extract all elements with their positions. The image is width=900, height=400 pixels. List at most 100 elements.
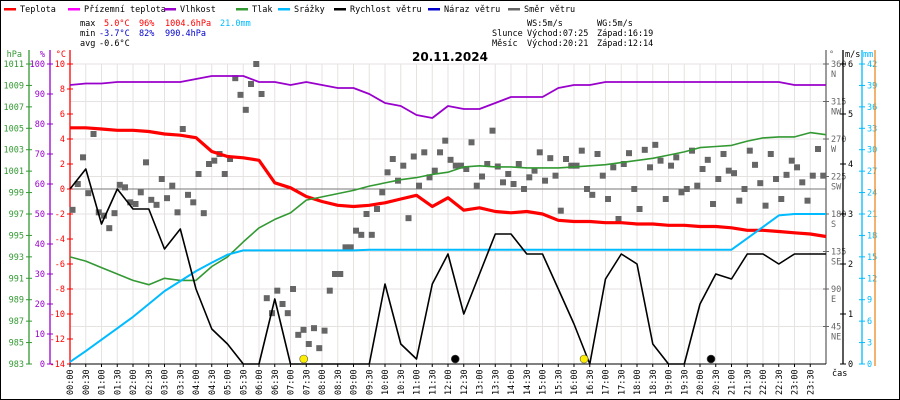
- x-tick-label: 08:00: [318, 369, 328, 395]
- wind-direction-point: [500, 179, 507, 186]
- x-tick-label: 13:30: [491, 369, 501, 395]
- legend-swatch: [334, 8, 346, 11]
- min-temp: -3.7°C: [99, 29, 130, 39]
- wind-direction-point: [783, 171, 790, 178]
- wind-direction-point: [305, 341, 312, 347]
- x-tick-label: 06:30: [271, 369, 281, 395]
- rain-tick-label: 0: [867, 360, 872, 370]
- wind-direction-point: [421, 149, 428, 156]
- wind-direction-point: [731, 170, 738, 177]
- x-tick-label: 16:00: [570, 369, 580, 395]
- temperature-tick-label: -6: [55, 260, 65, 270]
- x-tick-label: 07:30: [302, 369, 312, 395]
- x-tick-label: 00:30: [82, 369, 92, 395]
- x-tick-label: 02:00: [129, 369, 139, 395]
- x-tick-label: 05:30: [239, 369, 249, 395]
- pressure-tick-label: 1005: [4, 124, 24, 134]
- wind-direction-point: [704, 156, 711, 163]
- wind-direction-point: [599, 172, 606, 179]
- rain-tick-label: 12: [867, 274, 877, 284]
- direction-tick-label: 180: [831, 210, 846, 220]
- x-tick-label: 04:00: [192, 369, 202, 395]
- pressure-tick-label: 989: [9, 296, 24, 306]
- wind-direction-point: [69, 206, 76, 213]
- wind-direction-point: [631, 186, 638, 192]
- rain-tick-label: 18: [867, 231, 877, 241]
- wind-direction-point: [799, 179, 806, 186]
- wind-direction-point: [762, 202, 769, 209]
- wind-direction-point: [678, 189, 685, 196]
- humidity-tick-label: 50: [35, 210, 45, 220]
- wind-direction-point: [311, 325, 318, 332]
- wind-direction-point: [557, 207, 564, 214]
- legend-label: Srážky: [294, 5, 325, 15]
- x-tick-label: 21:30: [743, 369, 753, 395]
- wind-direction-point: [458, 162, 465, 169]
- wind-direction-point: [542, 177, 549, 184]
- humidity-tick-label: 70: [35, 150, 45, 160]
- wind-direction-point: [116, 181, 123, 188]
- direction-compass-label: W: [831, 145, 837, 155]
- wind-direction-point: [521, 186, 528, 192]
- x-tick-label: 01:30: [113, 369, 123, 395]
- rain-tick-label: 42: [867, 60, 877, 70]
- x-tick-label: 17:00: [602, 369, 612, 395]
- wind-direction-point: [778, 196, 785, 202]
- pressure-tick-label: 993: [9, 253, 24, 263]
- direction-compass-label: E: [831, 295, 836, 305]
- chart-title: 20.11.2024: [412, 50, 488, 64]
- wind-direction-point: [636, 206, 643, 212]
- wind-direction-point: [253, 61, 260, 67]
- wind-direction-point: [820, 172, 827, 179]
- pressure-tick-label: 1009: [4, 81, 24, 91]
- wind-direction-point: [662, 196, 669, 202]
- avg-label: avg: [80, 39, 95, 49]
- wind-direction-point: [773, 176, 780, 182]
- temperature-tick-label: -12: [50, 335, 65, 345]
- wind-direction-point: [290, 286, 297, 292]
- wind-direction-point: [164, 195, 171, 202]
- legend-swatch: [428, 8, 440, 11]
- humidity-tick-label: 40: [35, 240, 45, 250]
- wind-direction-point: [263, 295, 270, 302]
- temperature-tick-label: 2: [60, 160, 65, 170]
- moonrise-time: Východ:20:21: [527, 39, 588, 49]
- pressure-tick-label: 987: [9, 317, 24, 327]
- wind-direction-point: [552, 172, 559, 179]
- humidity-tick-label: 60: [35, 180, 45, 190]
- wind-direction-point: [657, 157, 664, 164]
- wind-direction-point: [321, 327, 328, 334]
- wind-direction-point: [736, 197, 743, 204]
- rain-tick-label: 6: [867, 317, 872, 327]
- wind-axis-unit: m/s: [845, 50, 860, 60]
- wind-gust-summary: WG:5m/s: [597, 19, 633, 29]
- temperature-tick-label: -10: [50, 310, 65, 320]
- temperature-tick-label: 8: [60, 85, 65, 95]
- wind-direction-point: [300, 326, 307, 333]
- x-tick-label: 20:00: [696, 369, 706, 395]
- x-tick-label: 18:30: [649, 369, 659, 395]
- sunset-time: Západ:16:19: [597, 29, 653, 39]
- x-tick-label: 21:00: [728, 369, 738, 395]
- humidity-tick-label: 80: [35, 120, 45, 130]
- x-tick-label: 05:00: [224, 369, 234, 395]
- x-tick-label: 04:30: [208, 369, 218, 395]
- wind-direction-point: [794, 164, 801, 171]
- plot-area: [69, 61, 827, 365]
- legend-label: Přízemní teplota: [84, 5, 166, 15]
- direction-compass-label: N: [831, 70, 836, 80]
- series-line-temperature: [70, 126, 827, 239]
- wind-direction-point: [374, 206, 381, 212]
- wind-direction-point: [227, 156, 234, 162]
- wind-tick-label: 3: [848, 210, 853, 220]
- wind-direction-point: [284, 310, 291, 317]
- wind-direction-point: [389, 156, 396, 162]
- wind-tick-label: 5: [848, 110, 853, 120]
- wind-direction-point: [610, 164, 617, 171]
- wind-direction-point: [484, 161, 491, 167]
- humidity-tick-label: 0: [40, 360, 45, 370]
- wind-direction-point: [510, 181, 517, 187]
- wind-direction-point: [536, 149, 543, 156]
- wind-direction-point: [431, 167, 438, 174]
